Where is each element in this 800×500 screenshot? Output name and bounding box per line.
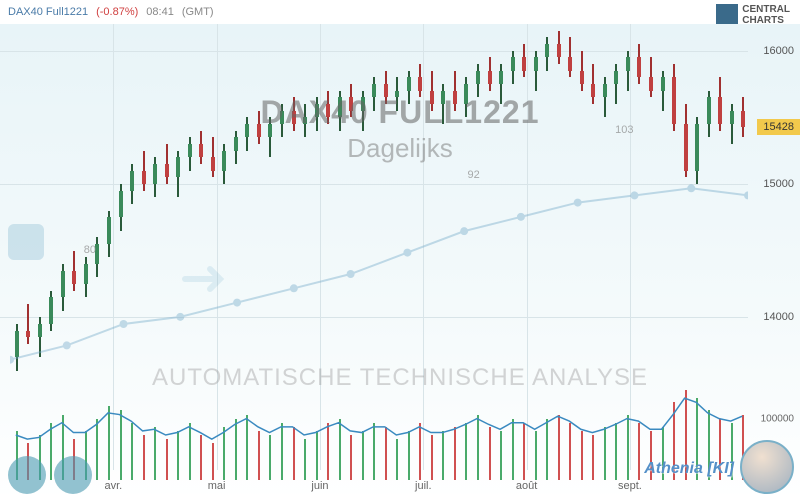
volume-axis-label: 100000 [761,414,794,425]
x-axis-label: sept. [618,480,642,492]
x-axis-label: avr. [104,480,122,492]
nav-prev-icon[interactable] [8,456,46,494]
y-axis-label: 16000 [763,45,794,57]
chart-header: DAX40 Full1221 (-0.87%) 08:41 (GMT) [0,0,800,24]
current-price-tag: 15428 [757,119,800,135]
sidebar-tool-icons [8,224,44,260]
y-axis-label: 15000 [763,178,794,190]
y-axis-label: 14000 [763,311,794,323]
overlay-indicator-line [10,174,748,374]
arrow-icon [180,254,230,304]
indicator-value-label: 103 [615,124,633,136]
athenia-label: Athenia [KI] [644,460,734,478]
time-label: 08:41 [146,6,174,18]
tool-icon[interactable] [8,224,44,260]
timezone-label: (GMT) [182,6,214,18]
x-axis-label: mai [208,480,226,492]
chart-area[interactable]: 14000 15000 16000 100000 avr. mai juin juil. aoû… [0,24,800,500]
indicator-value-label: 92 [468,169,480,181]
indicator-value-label: 80 [84,244,96,256]
nav-next-icon[interactable] [54,456,92,494]
volume-bars [10,384,748,480]
x-axis-label: juil. [415,480,432,492]
bottom-nav-icons [8,456,92,494]
symbol-label: DAX40 Full1221 [8,6,88,18]
x-axis-label: juin [311,480,328,492]
change-pct: (-0.87%) [96,6,138,18]
x-axis-label: août [516,480,537,492]
watermark-text: AUTOMATISCHE TECHNISCHE ANALYSE [152,364,648,392]
avatar-icon[interactable] [740,440,794,494]
